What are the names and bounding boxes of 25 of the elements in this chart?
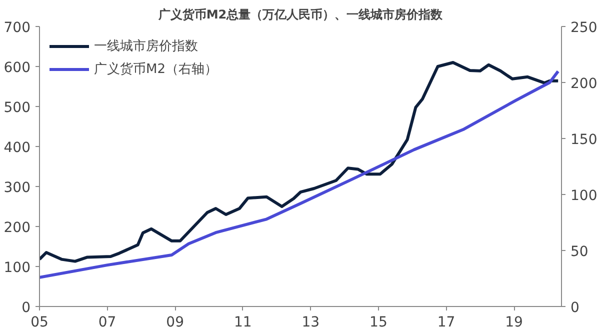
y-tick-label: 100 — [4, 260, 31, 276]
y-tick-label: 0 — [22, 300, 31, 316]
x-tick-label: 15 — [370, 314, 388, 329]
y-tick-label: 700 — [4, 20, 31, 36]
chart-title: 广义货币M2总量（万亿人民币）、一线城市房价指数 — [157, 8, 444, 22]
y-tick-label: 400 — [4, 140, 31, 156]
y2-tick-label: 100 — [570, 188, 598, 204]
y-tick-label: 600 — [4, 60, 31, 76]
x-tick-label: 09 — [166, 314, 184, 329]
y2-tick-label: 250 — [570, 20, 598, 36]
x-tick-label: 19 — [505, 314, 523, 329]
y-tick-label: 200 — [4, 220, 31, 236]
y2-tick-label: 150 — [570, 132, 598, 148]
x-tick-label: 11 — [234, 314, 252, 329]
y2-tick-label: 0 — [570, 300, 580, 316]
x-tick-label: 05 — [30, 314, 48, 329]
x-tick-label: 17 — [437, 314, 456, 329]
y-tick-label: 300 — [4, 180, 31, 196]
x-tick-label: 13 — [302, 314, 320, 329]
y2-tick-label: 50 — [570, 244, 588, 260]
x-tick-label: 07 — [98, 314, 116, 329]
legend-label: 广义货币M2（右轴） — [94, 61, 218, 78]
y2-tick-label: 200 — [570, 76, 598, 92]
legend-label: 一线城市房价指数 — [94, 38, 198, 55]
y-tick-label: 500 — [4, 100, 31, 116]
